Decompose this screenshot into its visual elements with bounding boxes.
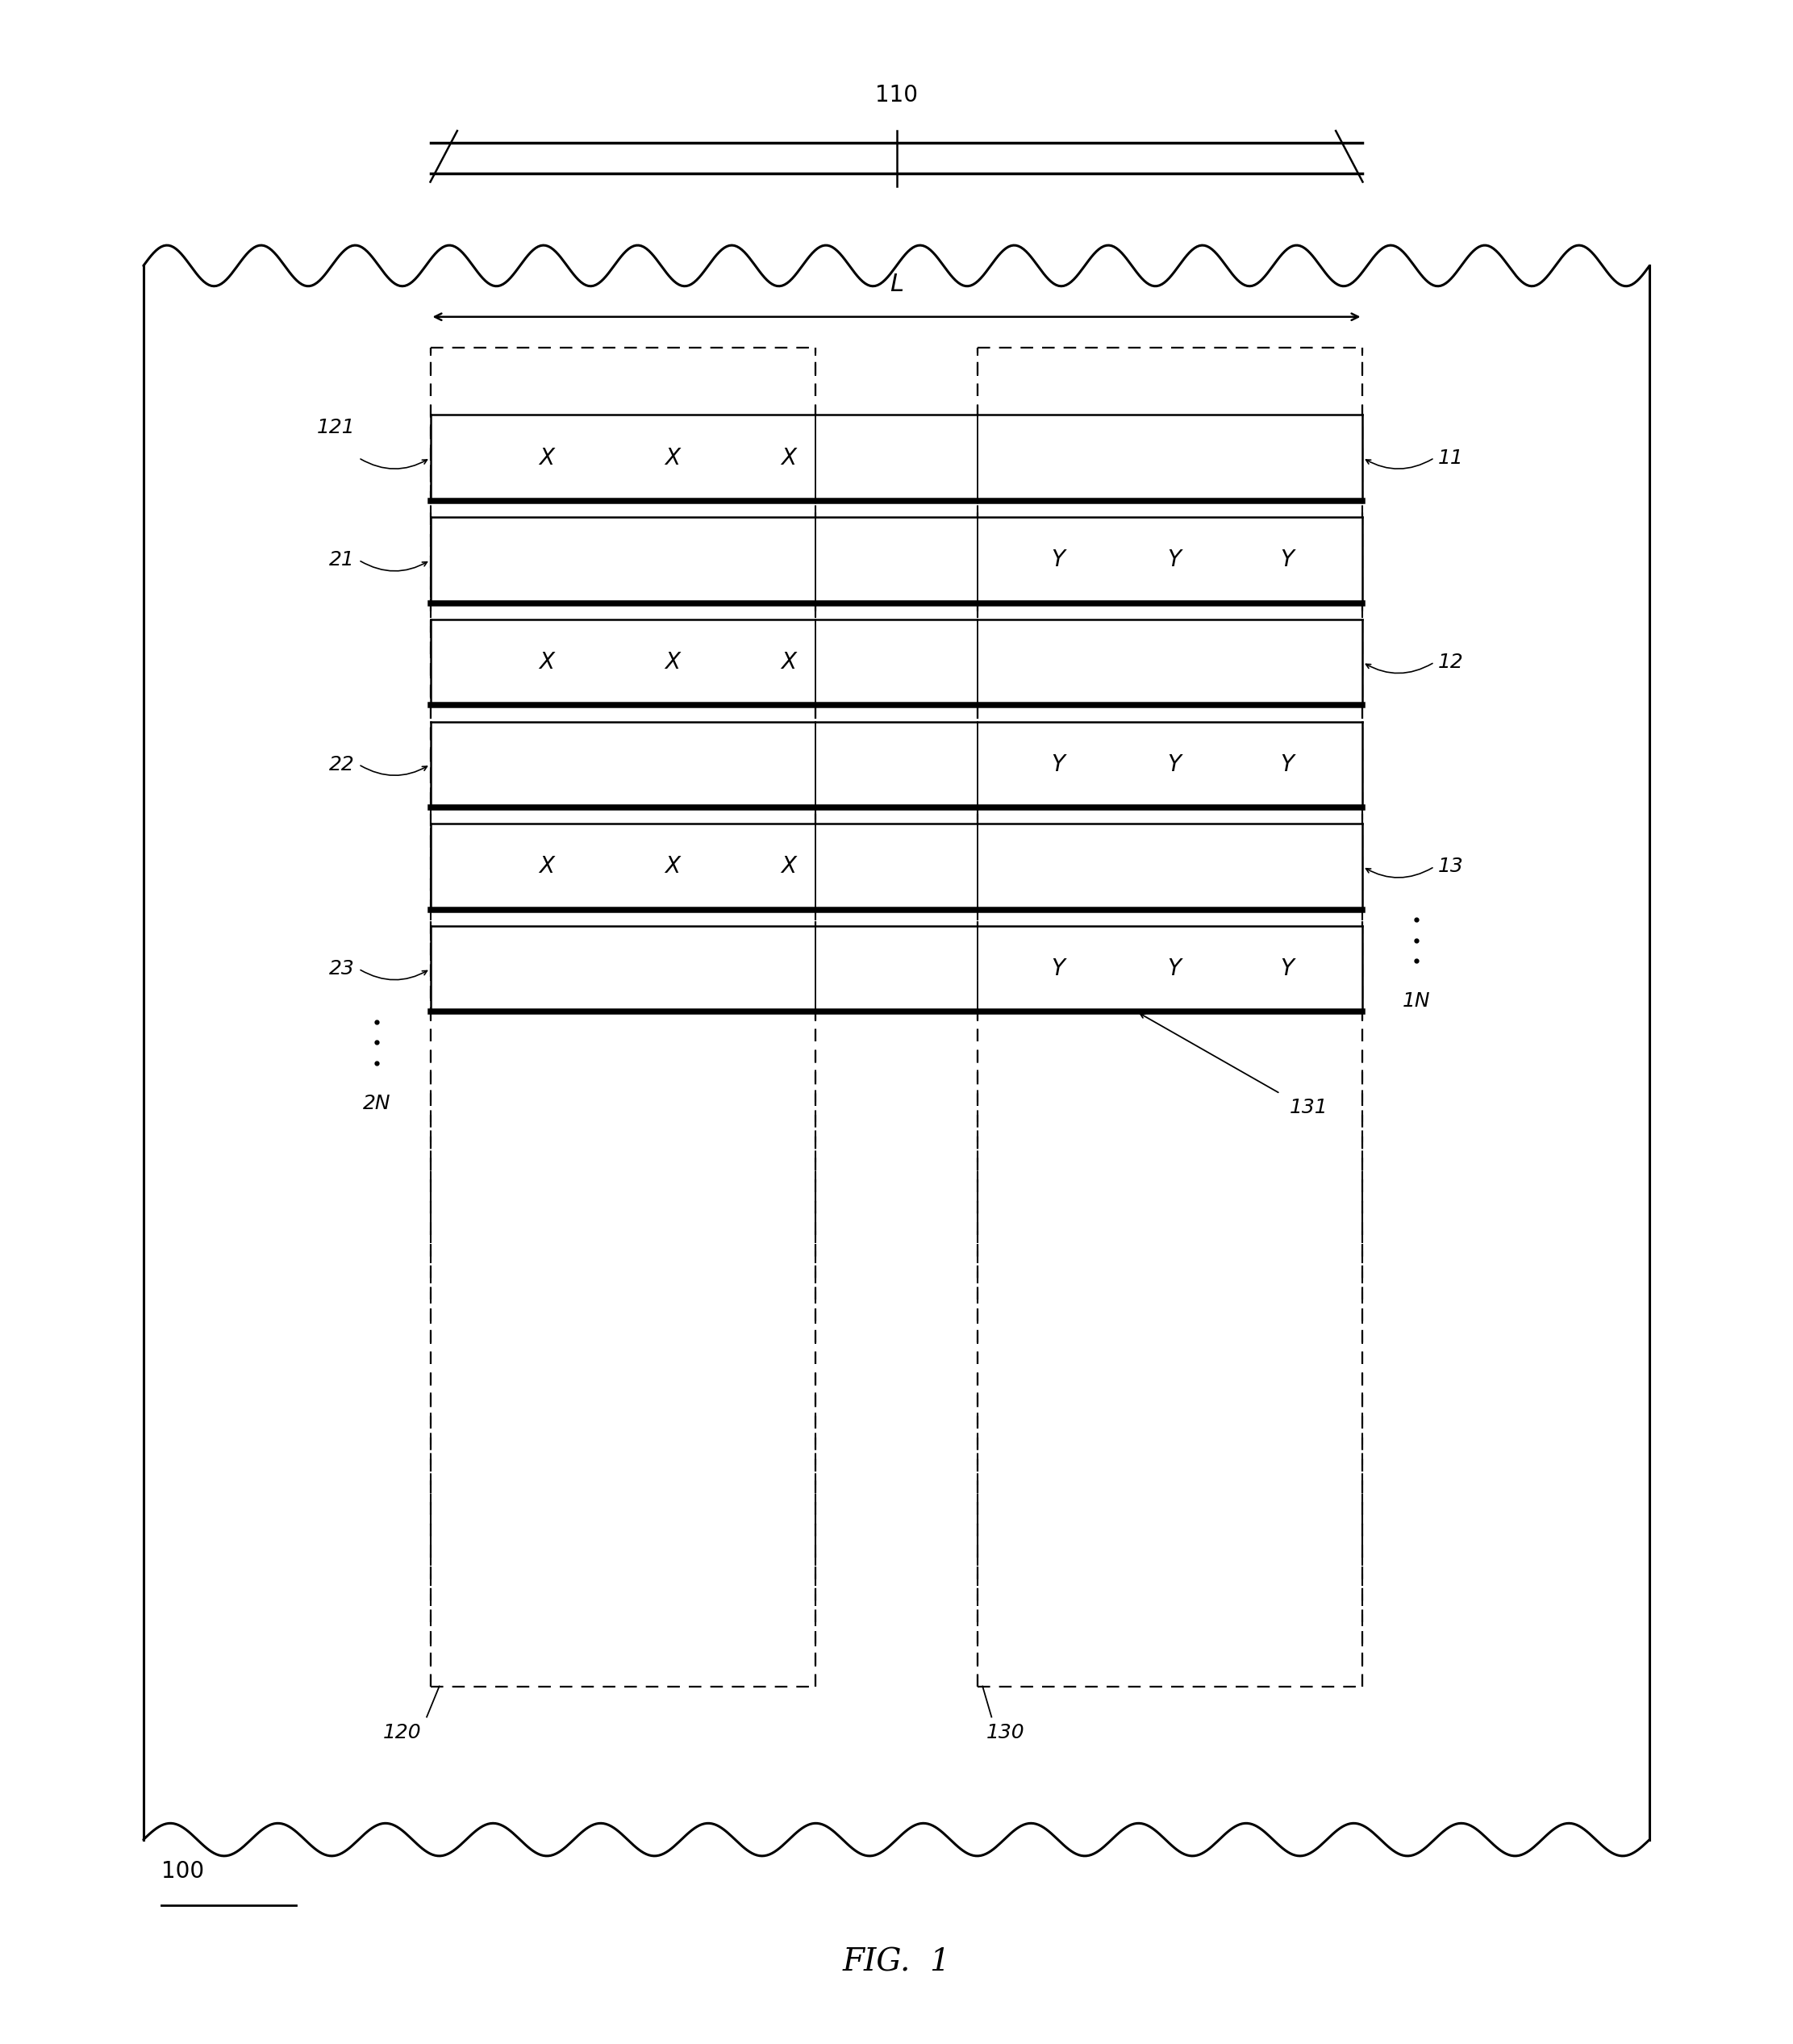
Text: Y: Y (1051, 957, 1065, 981)
Text: 130: 130 (986, 1723, 1024, 1741)
Polygon shape (430, 722, 1363, 807)
Text: X: X (540, 446, 554, 470)
Text: X: X (665, 854, 680, 879)
Text: X: X (540, 854, 554, 879)
Text: FIG.  1: FIG. 1 (843, 1948, 950, 1977)
Text: 121: 121 (317, 417, 355, 437)
Text: X: X (782, 446, 796, 470)
Text: X: X (665, 446, 680, 470)
Polygon shape (430, 415, 1363, 501)
Text: 110: 110 (875, 84, 918, 106)
Text: X: X (540, 650, 554, 675)
Text: 11: 11 (1438, 448, 1463, 468)
Text: X: X (665, 650, 680, 675)
Text: 2N: 2N (362, 1094, 391, 1112)
Text: 120: 120 (384, 1723, 421, 1741)
Text: Y: Y (1167, 752, 1182, 777)
Text: Y: Y (1051, 548, 1065, 572)
Text: 131: 131 (1289, 1098, 1327, 1116)
Text: 100: 100 (161, 1860, 204, 1883)
Text: X: X (782, 854, 796, 879)
Text: Y: Y (1280, 957, 1295, 981)
Polygon shape (430, 517, 1363, 603)
Polygon shape (430, 619, 1363, 705)
Text: L: L (889, 274, 904, 296)
Polygon shape (430, 926, 1363, 1012)
Text: Y: Y (1051, 752, 1065, 777)
Polygon shape (430, 824, 1363, 910)
Text: Y: Y (1280, 752, 1295, 777)
Text: Y: Y (1280, 548, 1295, 572)
Text: 1N: 1N (1402, 991, 1431, 1010)
Text: 21: 21 (330, 550, 355, 570)
Text: Y: Y (1167, 957, 1182, 981)
Text: 12: 12 (1438, 652, 1463, 672)
Text: 23: 23 (330, 959, 355, 979)
Text: X: X (782, 650, 796, 675)
Text: 13: 13 (1438, 856, 1463, 877)
Text: 22: 22 (330, 754, 355, 775)
Text: Y: Y (1167, 548, 1182, 572)
